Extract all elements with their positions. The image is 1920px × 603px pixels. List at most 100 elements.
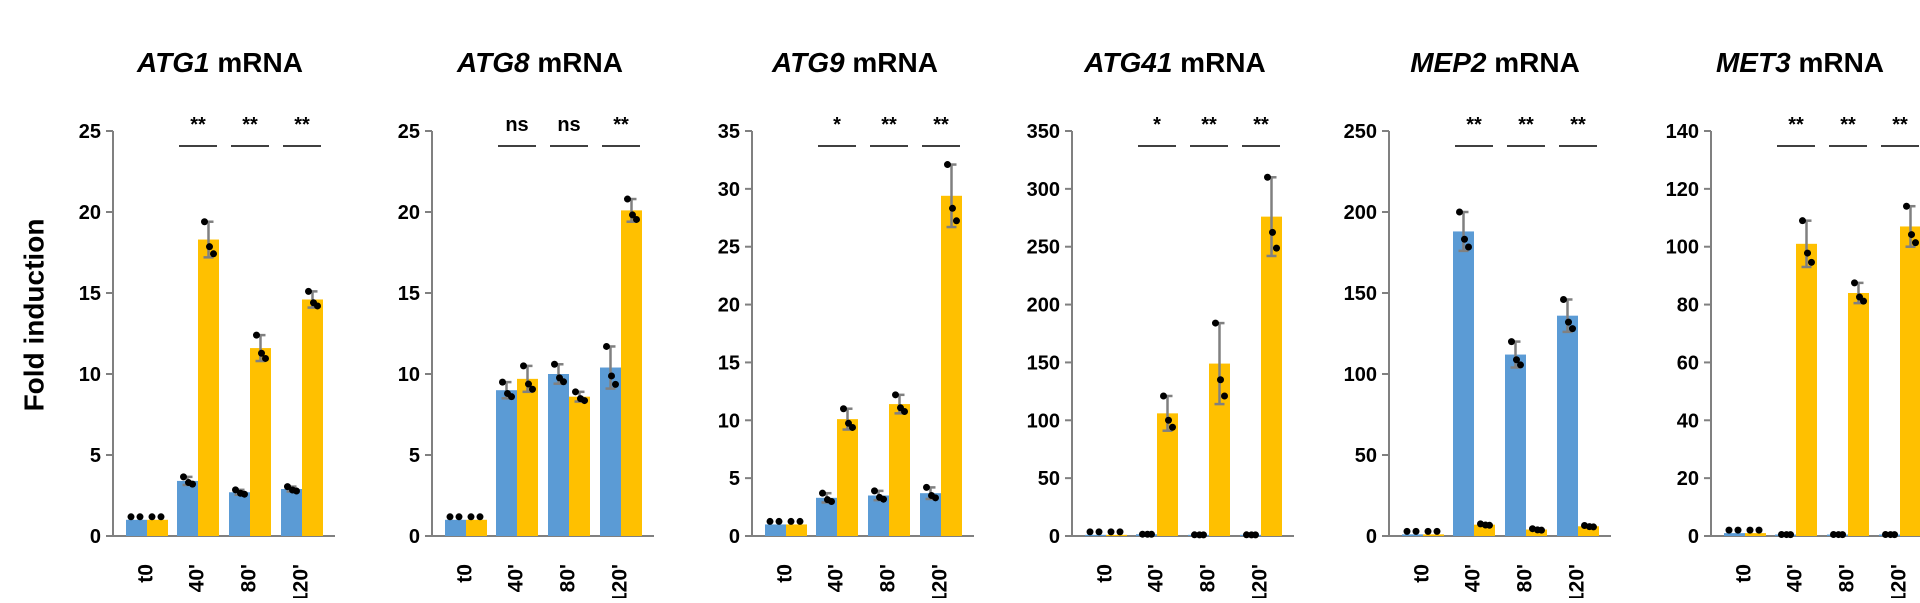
chart-title-suffix: mRNA	[210, 47, 303, 78]
y-tick-label: 40	[1677, 410, 1699, 432]
data-point	[253, 331, 260, 339]
chart-title: MEP2 mRNA	[1410, 47, 1580, 78]
x-tick-label: 40'	[1462, 564, 1485, 592]
data-point	[210, 250, 217, 258]
y-tick-label: 30	[718, 179, 740, 201]
data-point	[1830, 531, 1837, 539]
y-tick-label: 20	[398, 202, 420, 224]
data-point	[127, 513, 135, 521]
data-point	[608, 372, 615, 380]
y-tick-label: 25	[398, 121, 420, 143]
bar	[466, 519, 487, 536]
data-point	[944, 161, 951, 169]
data-point	[1912, 239, 1919, 247]
data-point	[201, 218, 208, 226]
data-point	[1403, 527, 1411, 535]
data-point	[1165, 416, 1172, 424]
data-point	[157, 513, 165, 521]
chart-panel-atg1: ATG1 mRNA 0 5 10 15 20 25 t0 40' ** 80' ** 120' **	[79, 47, 335, 603]
chart-title-gene: ATG8	[456, 47, 530, 78]
data-point	[148, 513, 156, 521]
bar	[1557, 315, 1578, 536]
y-tick-label: 200	[1027, 295, 1060, 317]
data-point	[314, 302, 321, 310]
y-tick-label: 250	[1027, 237, 1060, 259]
bar	[765, 524, 786, 536]
data-point	[1560, 295, 1567, 303]
significance-label: *	[833, 114, 841, 136]
x-tick-label: 80'	[1836, 564, 1859, 592]
chart-panel-atg8: ATG8 mRNA 0 5 10 15 20 25 t0 40' ns 80' ns 120' **	[398, 47, 654, 603]
data-point	[1412, 527, 1420, 535]
y-tick-label: 0	[729, 526, 740, 548]
chart-title: ATG9 mRNA	[771, 47, 938, 78]
data-point	[258, 349, 265, 357]
data-point	[180, 473, 187, 481]
bar	[621, 210, 642, 536]
data-point	[262, 354, 269, 362]
chart-title-suffix: mRNA	[1172, 47, 1265, 78]
significance-label: ns	[557, 114, 580, 136]
y-tick-label: 25	[79, 121, 101, 143]
data-point	[581, 397, 588, 405]
data-point	[1212, 319, 1219, 327]
data-point	[1107, 528, 1115, 536]
data-point	[1269, 228, 1276, 236]
y-tick-label: 10	[79, 364, 101, 386]
chart-title: ATG1 mRNA	[136, 47, 303, 78]
x-tick-label: 80'	[238, 564, 261, 592]
data-point	[1804, 249, 1811, 257]
data-point	[1851, 279, 1858, 287]
y-tick-label: 300	[1027, 179, 1060, 201]
data-point	[572, 388, 579, 396]
x-tick-label: 80'	[1197, 564, 1220, 592]
x-tick-label: 120'	[609, 564, 632, 598]
bar	[1402, 534, 1423, 536]
data-point	[1746, 526, 1754, 534]
data-point	[1517, 361, 1524, 369]
significance-label: **	[613, 114, 629, 136]
data-point	[828, 498, 835, 506]
data-point	[624, 195, 631, 203]
data-point	[476, 513, 484, 521]
data-point	[560, 378, 567, 386]
data-point	[241, 490, 248, 498]
bar	[941, 195, 962, 537]
bar	[517, 378, 538, 536]
x-tick-label: t0	[1411, 564, 1434, 583]
y-tick-label: 0	[1366, 526, 1377, 548]
data-point	[1456, 208, 1463, 216]
y-tick-label: 50	[1355, 445, 1377, 467]
data-point	[529, 385, 536, 393]
data-point	[189, 480, 196, 488]
bar	[250, 348, 271, 536]
x-tick-label: t0	[1094, 564, 1117, 583]
data-point	[1191, 531, 1198, 539]
data-point	[284, 483, 291, 491]
data-point	[1808, 258, 1815, 266]
data-point	[1755, 526, 1763, 534]
significance-label: **	[1466, 114, 1482, 136]
bar	[1505, 354, 1526, 536]
chart-title-gene: ATG1	[136, 47, 210, 78]
data-point	[1908, 231, 1915, 239]
bar	[889, 404, 910, 536]
x-tick-label: 120'	[1888, 564, 1911, 598]
data-point	[305, 287, 312, 295]
y-tick-label: 5	[729, 468, 740, 490]
chart-panel-met3: MET3 mRNA 0 20 40 60 80 100 120 140 t0 40' ** 80' ** 1…	[1666, 47, 1920, 603]
chart-panel-atg9: ATG9 mRNA 0 5 10 15 20 25 30 35 t0 40' * 80' ** 120' **	[718, 47, 974, 603]
bar	[177, 480, 198, 536]
y-tick-label: 50	[1038, 468, 1060, 490]
chart-title: ATG8 mRNA	[456, 47, 623, 78]
chart-title-suffix: mRNA	[1486, 47, 1579, 78]
bar	[126, 519, 147, 536]
y-tick-label: 5	[90, 445, 101, 467]
significance-label: **	[1253, 114, 1269, 136]
bar	[1261, 216, 1282, 536]
data-point	[508, 393, 515, 401]
y-tick-label: 35	[718, 121, 740, 143]
chart-panel-mep2: MEP2 mRNA 0 50 100 150 200 250 t0 40' ** 80' ** 120'…	[1344, 47, 1611, 603]
